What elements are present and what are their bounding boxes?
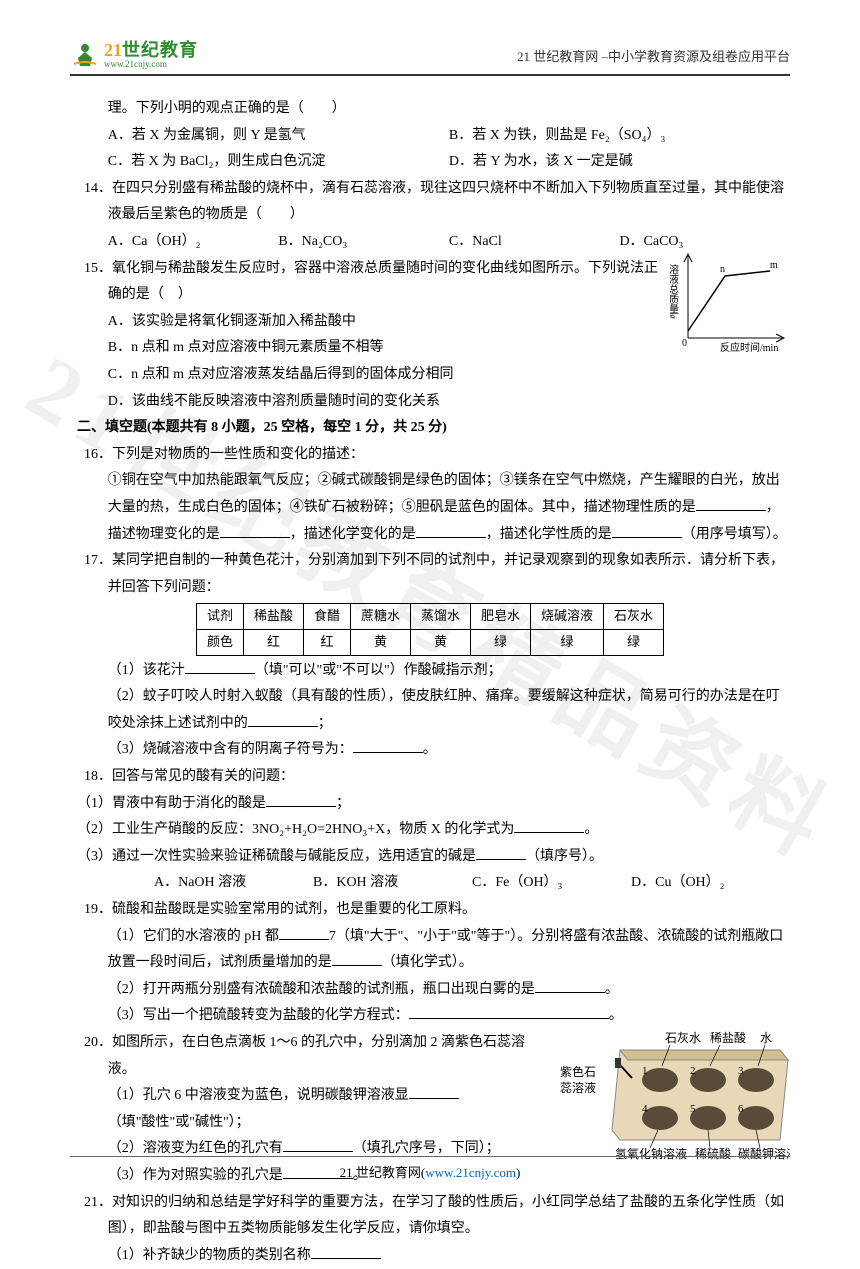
q16-stem: 16．下列是对物质的一些性质和变化的描述：: [77, 442, 790, 469]
logo-url: www.21cnjy.com: [104, 60, 198, 69]
q18-blank2: [514, 818, 584, 833]
logo-text-line: 21世纪教育: [104, 41, 198, 60]
svg-text:蕊溶液: 蕊溶液: [560, 1080, 596, 1095]
q18-choice-a: A．NaOH 溶液: [154, 870, 313, 897]
q14-choice-b: B．Na₂CO₃: [278, 229, 449, 256]
q14-stem: 14．在四只分别盛有稀盐酸的烧杯中，滴有石蕊溶液，现往这四只烧杯中不断加入下列物…: [77, 176, 790, 229]
q14-choice-c: C．NaCl: [449, 229, 620, 256]
q15-chart: n m 溶液总质量g 反应时间/min 0: [670, 246, 790, 356]
q13-choice-d: D．若 Y 为水，该 X 一定是碱: [449, 149, 790, 176]
q17-blank1: [185, 658, 255, 673]
q18-blank3: [476, 844, 526, 859]
document-body: 理。下列小明的观点正确的是（ ） A．若 X 为金属铜，则 Y 是氢气 B．若 …: [70, 96, 790, 1269]
q20-blank1: [409, 1084, 459, 1099]
svg-text:1: 1: [642, 1065, 648, 1077]
page-header: 21世纪教育 www.21cnjy.com 21 世纪教育网 –中小学教育资源及…: [70, 40, 790, 76]
q19-p2: （2）打开两瓶分别盛有浓硫酸和浓盐酸的试剂瓶，瓶口出现白雾的是。: [77, 977, 790, 1004]
svg-text:溶液总质量g: 溶液总质量g: [670, 262, 679, 318]
table-data-row: 颜色 红 红 黄 黄 绿 绿 绿: [196, 629, 663, 655]
q18-stem: 18．回答与常见的酸有关的问题：: [77, 764, 790, 791]
svg-text:m: m: [770, 260, 778, 271]
svg-text:石灰水: 石灰水: [665, 1031, 701, 1045]
q16-blank1: [696, 496, 766, 511]
q17-blank2: [248, 711, 318, 726]
svg-text:5: 5: [690, 1103, 696, 1115]
q18-blank1: [266, 791, 336, 806]
q17-p1: （1）该花汁（填"可以"或"不可以"）作酸碱指示剂；: [77, 658, 790, 685]
q16-blank4: [612, 522, 682, 537]
q13-choice-c: C．若 X 为 BaCl₂，则生成白色沉淀: [108, 149, 449, 176]
q19-p1: （1）它们的水溶液的 pH 都7（填"大于"、"小于"或"等于"）。分别将盛有浓…: [77, 924, 790, 977]
svg-text:紫色石: 紫色石: [560, 1065, 596, 1079]
logo: 21世纪教育 www.21cnjy.com: [70, 40, 198, 70]
q21-stem: 21．对知识的归纳和总结是学好科学的重要方法，在学习了酸的性质后，小红同学总结了…: [77, 1190, 790, 1243]
header-subtitle: 21 世纪教育网 –中小学教育资源及组卷应用平台: [517, 45, 790, 70]
q17-p3: （3）烧碱溶液中含有的阴离子符号为：。: [77, 737, 790, 764]
q18-choice-c: C．Fe（OH）₃: [472, 870, 631, 897]
q17-p2: （2）蚊子叮咬人时射入蚁酸（具有酸的性质），使皮肤红肿、痛痒。要缓解这种症状，简…: [77, 684, 790, 737]
q17-table: 试剂 稀盐酸 食醋 蔗糖水 蒸馏水 肥皂水 烧碱溶液 石灰水 颜色 红 红 黄 …: [196, 603, 664, 655]
logo-icon: [70, 40, 100, 70]
q20-blank2: [283, 1137, 353, 1152]
svg-text:6: 6: [738, 1103, 744, 1115]
q19-stem: 19．硫酸和盐酸既是实验室常用的试剂，也是重要的化工原料。: [77, 897, 790, 924]
svg-text:n: n: [720, 264, 725, 275]
svg-text:0: 0: [682, 338, 687, 349]
q13-continuation: 理。下列小明的观点正确的是（ ）: [77, 96, 790, 123]
q13-choice-a: A．若 X 为金属铜，则 Y 是氢气: [108, 123, 449, 150]
q18-choice-d: D．Cu（OH）₂: [631, 870, 790, 897]
q16-body: ①铜在空气中加热能跟氧气反应；②碱式碳酸铜是绿色的固体；③镁条在空气中燃烧，产生…: [77, 468, 790, 548]
q21-p1: （1）补齐缺少的物质的类别名称: [77, 1243, 790, 1269]
q18-p1: （1）胃液中有助于消化的酸是；: [77, 791, 790, 818]
footer-link[interactable]: www.21cnjy.com: [425, 1165, 516, 1180]
q18-p3: （3）通过一次性实验来验证稀硫酸与碱能反应，选用适宜的碱是（填序号）。: [77, 844, 790, 871]
q19-blank2: [332, 951, 382, 966]
q19-blank4: [409, 1004, 609, 1019]
section-2-title: 二、填空题(本题共有 8 小题，25 空格，每空 1 分，共 25 分): [77, 415, 790, 442]
q18-choices: A．NaOH 溶液 B．KOH 溶液 C．Fe（OH）₃ D．Cu（OH）₂: [70, 870, 790, 897]
q19-blank1: [279, 924, 329, 939]
q14-choice-a: A．Ca（OH）₂: [108, 229, 279, 256]
page-footer: 21 世纪教育网(www.21cnjy.com): [70, 1156, 790, 1186]
q17-stem: 17．某同学把自制的一种黄色花汁，分别滴加到下列不同的试剂中，并记录观察到的现象…: [77, 548, 790, 601]
q13-choices-row2: C．若 X 为 BaCl₂，则生成白色沉淀 D．若 Y 为水，该 X 一定是碱: [70, 149, 790, 176]
q19-blank3: [535, 977, 605, 992]
q15-choice-d: D．该曲线不能反映溶液中溶剂质量随时间的变化关系: [77, 389, 790, 416]
svg-text:2: 2: [690, 1065, 696, 1077]
svg-text:反应时间/min: 反应时间/min: [720, 341, 778, 354]
q18-choice-b: B．KOH 溶液: [313, 870, 472, 897]
svg-text:稀盐酸: 稀盐酸: [710, 1030, 746, 1045]
q15-choice-c: C．n 点和 m 点对应溶液蒸发结晶后得到的固体成分相同: [77, 362, 790, 389]
q21-blank1: [311, 1243, 381, 1258]
q17-blank3: [353, 738, 423, 753]
q13-choice-b: B．若 X 为铁，则盐是 Fe₂（SO₄）₃: [449, 123, 790, 150]
q16-blank3: [416, 522, 486, 537]
q18-p2: （2）工业生产硝酸的反应：3NO₂+H₂O=2HNO₃+X，物质 X 的化学式为…: [77, 817, 790, 844]
q13-choices-row1: A．若 X 为金属铜，则 Y 是氢气 B．若 X 为铁，则盐是 Fe₂（SO₄）…: [70, 123, 790, 150]
q16-blank2: [220, 522, 290, 537]
table-header-row: 试剂 稀盐酸 食醋 蔗糖水 蒸馏水 肥皂水 烧碱溶液 石灰水: [196, 604, 663, 630]
q20-diagram: 石灰水 稀盐酸 水 1 2 3 4 5 6 紫色石 蕊溶液 氢氧化钠溶液 稀硫酸…: [560, 1030, 790, 1170]
svg-text:水: 水: [760, 1031, 772, 1045]
svg-text:3: 3: [738, 1065, 744, 1077]
svg-text:4: 4: [642, 1103, 648, 1115]
q19-p3: （3）写出一个把硫酸转变为盐酸的化学方程式：。: [77, 1003, 790, 1030]
